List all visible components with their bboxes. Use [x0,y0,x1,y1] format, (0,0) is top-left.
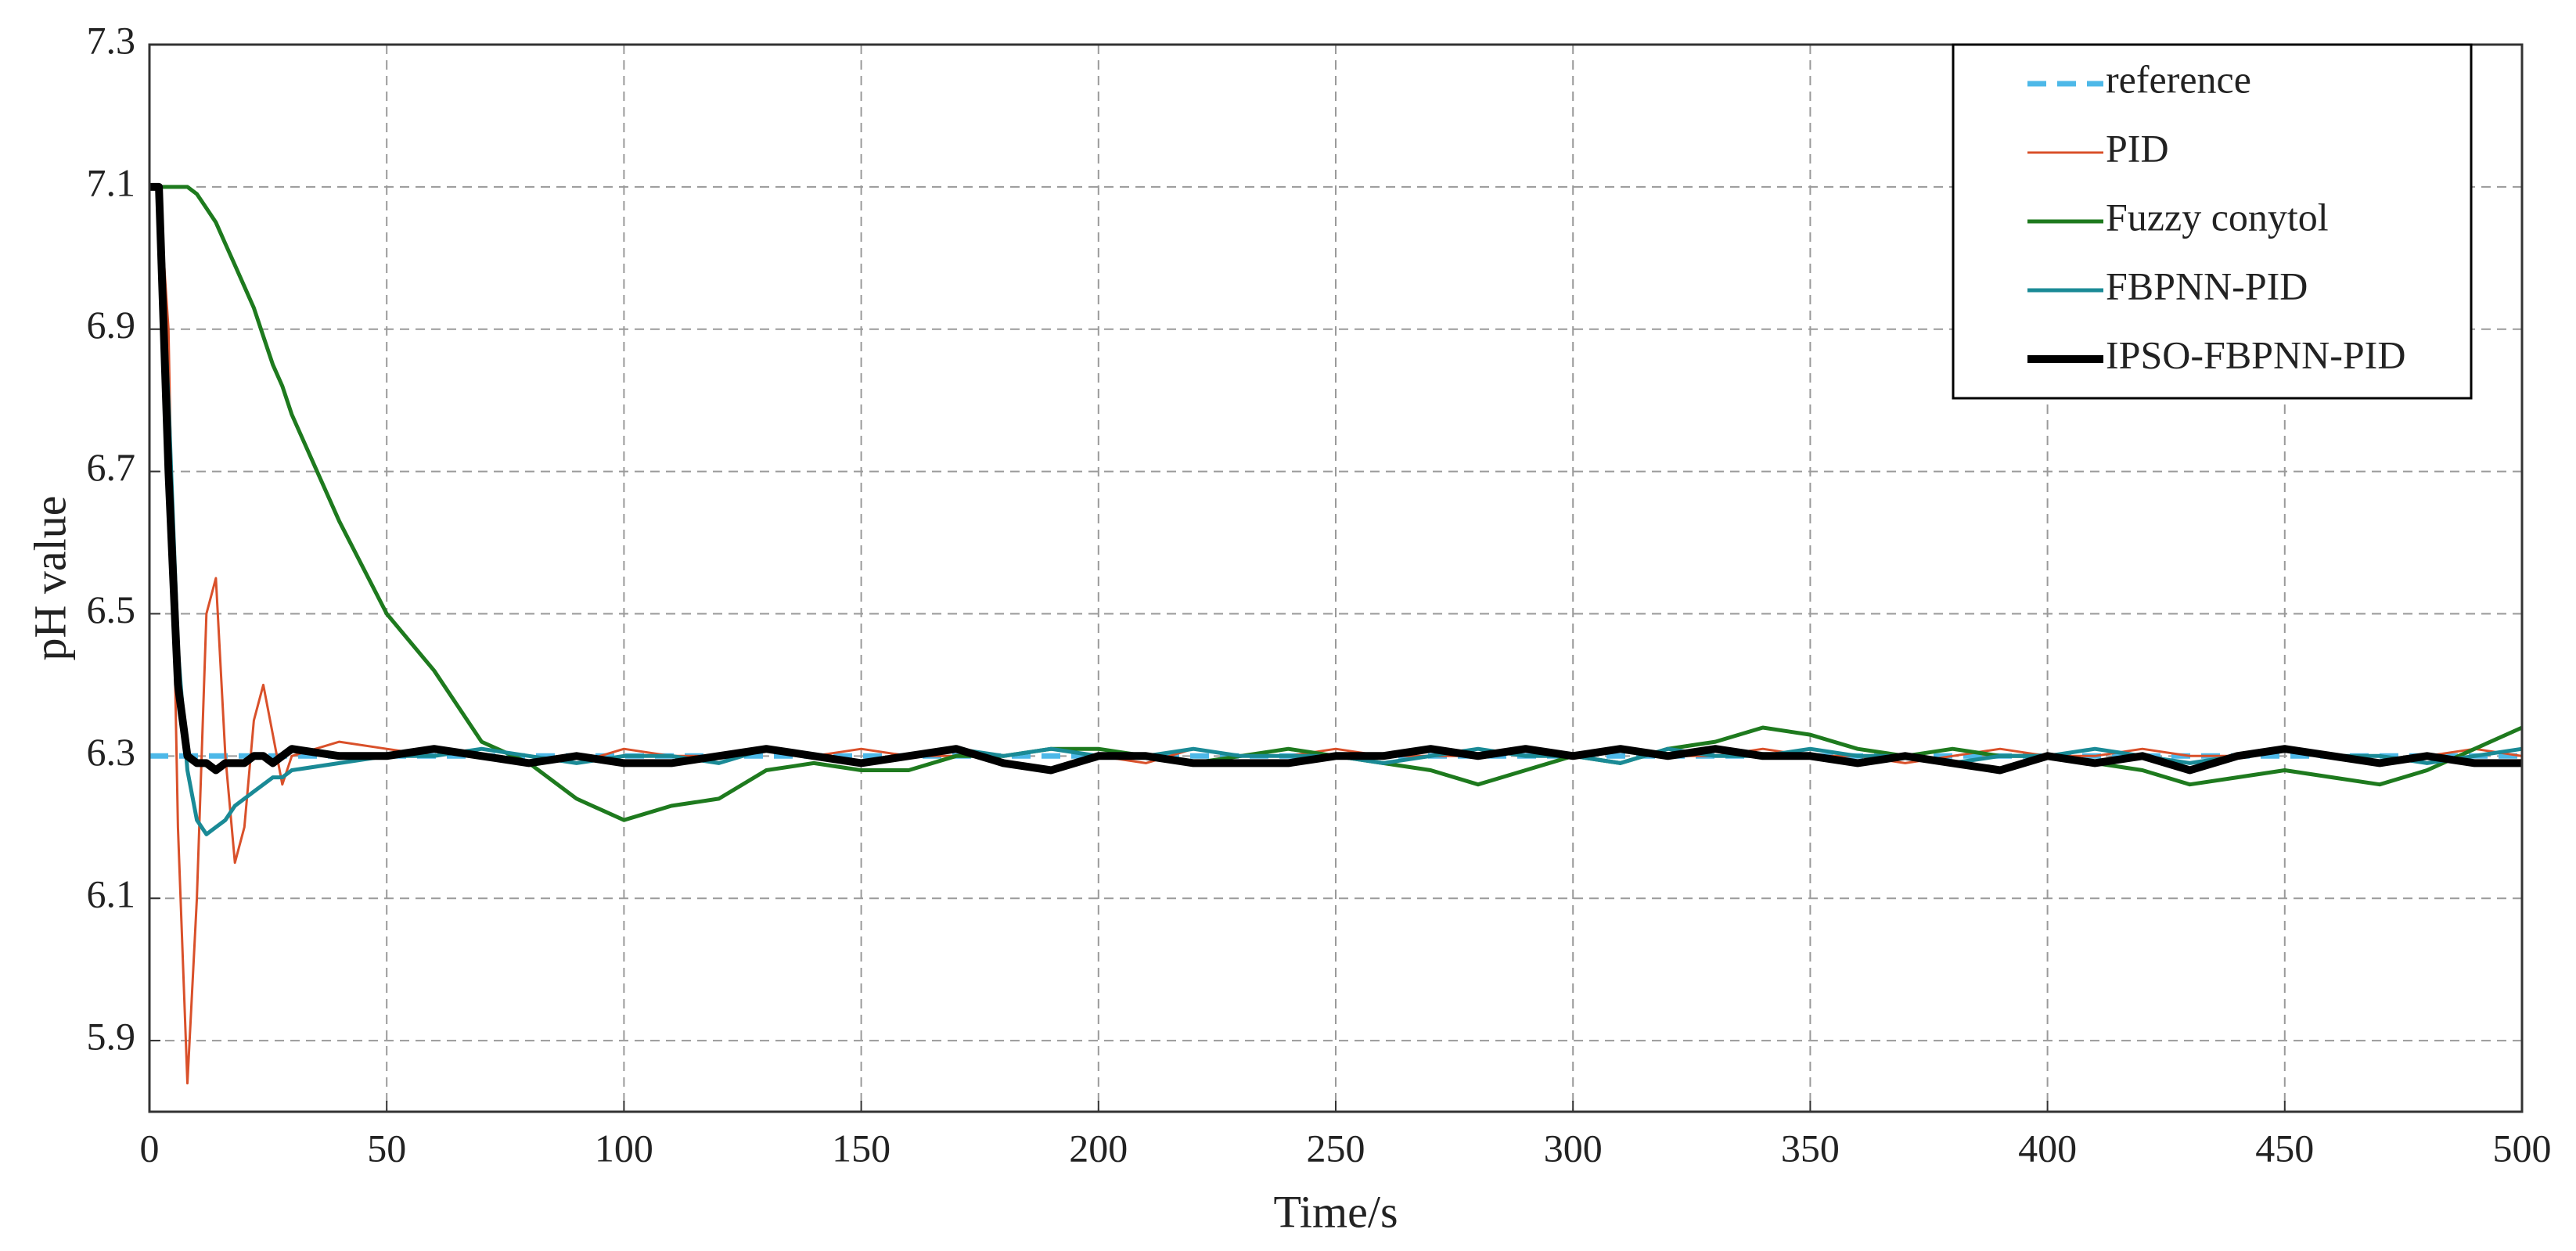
y-tick-label: 6.5 [87,588,136,631]
y-tick-label: 6.9 [87,303,136,347]
x-tick-label: 400 [2018,1126,2077,1170]
x-tick-label: 450 [2255,1126,2314,1170]
x-tick-label: 100 [595,1126,653,1170]
x-tick-label: 300 [1544,1126,1603,1170]
legend: reference PID Fuzzy conytol FBPNN-PID IPSO-F… [1952,43,2473,400]
y-tick-label: 6.7 [87,445,136,489]
legend-label: reference [2106,57,2251,101]
x-tick-label: 350 [1781,1126,1840,1170]
x-tick-label: 200 [1069,1126,1128,1170]
x-tick-label: 150 [832,1126,890,1170]
y-axis-title: pH value [24,496,75,661]
legend-label: Fuzzy conytol [2106,195,2329,239]
series-line [149,185,2523,836]
y-tick-label: 7.3 [87,18,136,62]
x-tick-label: 250 [1307,1126,1365,1170]
y-tick-label: 5.9 [87,1015,136,1059]
y-tick-label: 6.3 [87,730,136,774]
plot-frame [148,43,2524,1113]
legend-label: FBPNN-PID [2106,264,2308,307]
series-line [149,182,2522,775]
x-tick-label: 0 [140,1126,160,1170]
x-axis-title: Time/s [1273,1186,1398,1237]
legend-label: IPSO-FBPNN-PID [2106,333,2405,376]
y-tick-label: 7.1 [87,160,136,204]
x-tick-label: 500 [2493,1126,2552,1170]
y-tick-label: 6.1 [87,872,136,916]
x-tick-label: 50 [367,1126,406,1170]
legend-label: PID [2106,126,2169,170]
